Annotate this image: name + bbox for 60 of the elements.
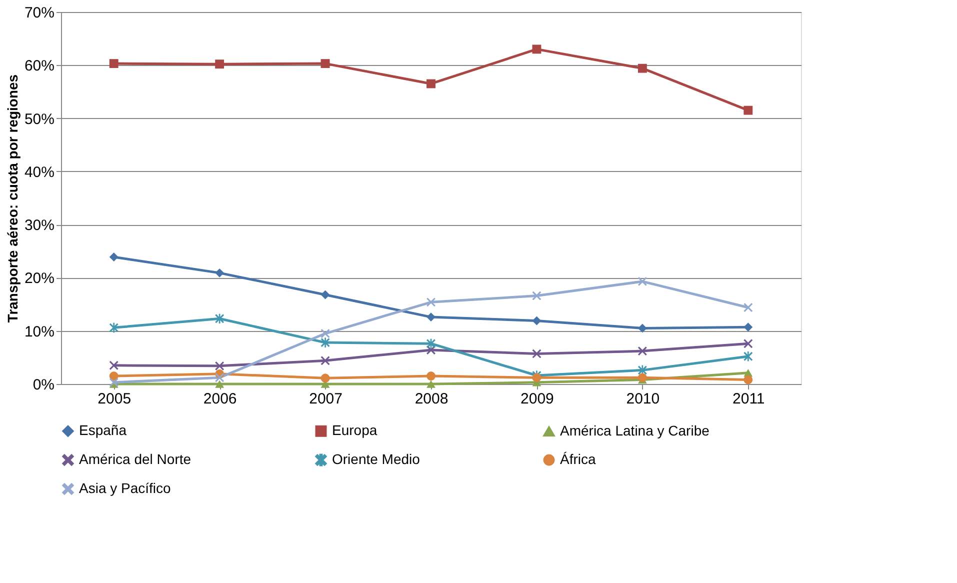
- point: [215, 361, 224, 370]
- y-tick-label: 0%: [32, 376, 54, 394]
- y-tick-label: 30%: [24, 217, 54, 234]
- point: [215, 380, 224, 388]
- x-tick-label: 2005: [98, 390, 132, 408]
- point: [744, 339, 753, 348]
- point: [532, 44, 542, 54]
- point: [320, 59, 330, 68]
- point: [744, 303, 753, 312]
- point: [426, 372, 436, 380]
- point: [426, 380, 436, 388]
- point: [638, 276, 647, 286]
- point: [744, 351, 753, 362]
- point: [109, 59, 118, 68]
- point: [532, 349, 542, 358]
- point: [532, 291, 542, 300]
- y-tick-label: 70%: [24, 4, 54, 22]
- legend-label: Asia y Pacífico: [79, 480, 172, 496]
- y-tick-label: 20%: [24, 270, 54, 288]
- y-tick-label: 40%: [24, 164, 54, 181]
- point: [638, 346, 647, 356]
- y-tick-label: 10%: [24, 323, 54, 340]
- point: [638, 64, 647, 73]
- point: [320, 356, 330, 366]
- point: [426, 312, 436, 322]
- legend-label: Oriente Medio: [332, 451, 420, 467]
- point: [320, 290, 330, 300]
- point: [109, 322, 118, 333]
- point: [532, 373, 542, 382]
- legend-label: Europa: [332, 422, 378, 438]
- point: [638, 324, 647, 333]
- x-tick-label: 2011: [732, 390, 765, 408]
- point: [744, 375, 753, 384]
- legend-label: España: [79, 422, 127, 438]
- y-tick-label: 60%: [24, 58, 54, 75]
- point: [638, 373, 647, 382]
- point: [109, 372, 118, 380]
- point: [532, 316, 542, 326]
- legend-label: América Latina y Caribe: [560, 422, 710, 438]
- point: [320, 374, 330, 383]
- point: [109, 252, 118, 262]
- y-tick-label: 50%: [24, 110, 54, 128]
- point: [215, 268, 224, 278]
- x-tick-label: 2007: [309, 390, 342, 408]
- point: [744, 322, 753, 332]
- point: [215, 60, 224, 69]
- legend-label: África: [560, 451, 596, 467]
- point: [215, 373, 224, 382]
- point: [426, 79, 436, 88]
- point: [109, 360, 118, 370]
- x-tick-label: 2009: [520, 390, 554, 408]
- y-axis-title: Transporte aéreo: cuota por regiones: [4, 74, 20, 323]
- point: [744, 106, 753, 115]
- x-tick-label: 2008: [414, 390, 448, 408]
- x-tick-label: 2010: [626, 390, 660, 408]
- point: [109, 378, 118, 387]
- legend-label: América del Norte: [79, 451, 192, 467]
- point: [320, 329, 330, 338]
- point: [426, 338, 436, 349]
- x-tick-label: 2006: [203, 390, 237, 408]
